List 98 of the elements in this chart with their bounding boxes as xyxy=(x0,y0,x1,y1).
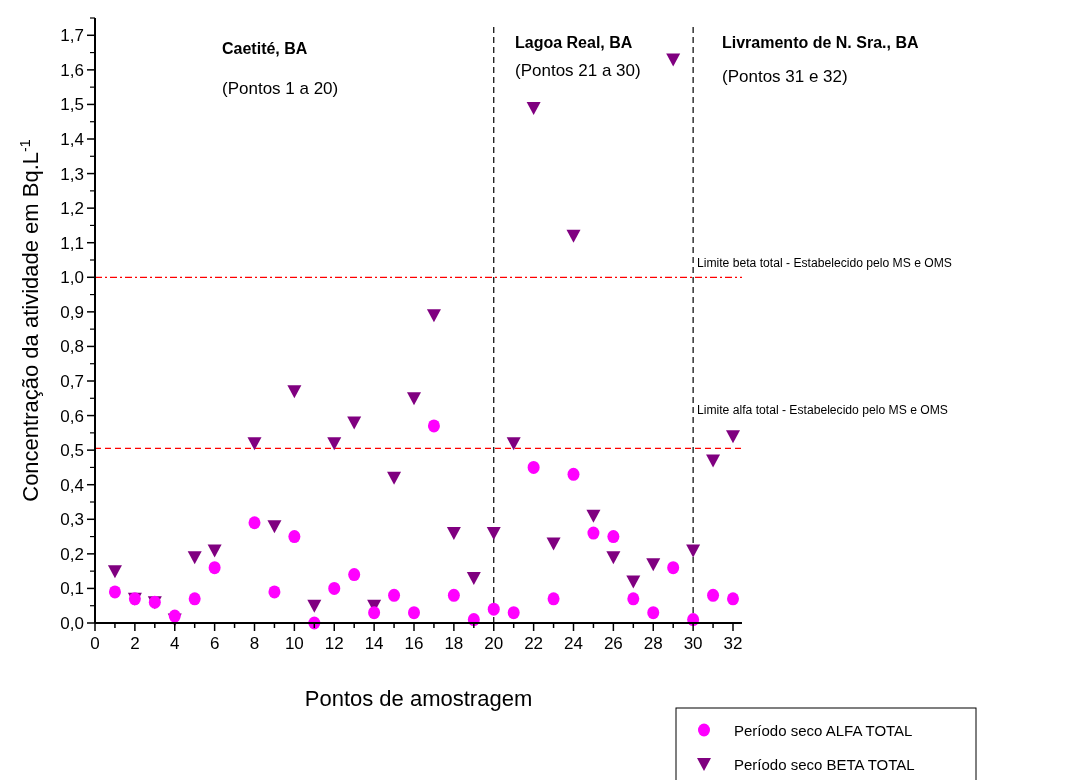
point xyxy=(268,585,281,599)
y-tick-label: 0,4 xyxy=(60,475,84,495)
point xyxy=(387,471,402,485)
y-tick-label: 0,5 xyxy=(60,441,84,461)
point xyxy=(627,592,640,606)
x-tick-label: 2 xyxy=(130,634,140,653)
point xyxy=(426,309,441,323)
x-tick-label: 26 xyxy=(603,634,623,653)
point xyxy=(348,568,361,582)
point xyxy=(288,530,301,544)
point xyxy=(567,467,580,481)
point xyxy=(586,509,601,523)
y-tick-label: 1,7 xyxy=(60,26,84,46)
point xyxy=(427,419,440,433)
point xyxy=(706,454,721,468)
x-tick-label: 18 xyxy=(444,634,464,653)
point xyxy=(666,53,681,67)
y-tick-label: 0,0 xyxy=(60,614,84,633)
x-tick-label: 10 xyxy=(284,634,304,653)
point xyxy=(248,516,261,530)
y-tick-label: 1,2 xyxy=(60,199,84,219)
ref-line-label: Limite beta total - Estabelecido pelo MS e OMS xyxy=(696,254,952,271)
annotation: (Pontos 1 a 20) xyxy=(222,79,339,98)
x-tick-label: 12 xyxy=(324,634,344,653)
point xyxy=(607,530,620,544)
y-tick-label: 1,1 xyxy=(60,233,84,253)
point xyxy=(408,606,420,620)
point xyxy=(207,544,222,558)
point xyxy=(647,606,660,620)
x-tick-label: 28 xyxy=(643,634,663,653)
y-tick-label: 0,6 xyxy=(60,406,84,426)
y-tick-label: 0,2 xyxy=(60,544,84,564)
y-tick-label: 1,4 xyxy=(60,130,84,149)
point xyxy=(546,537,561,551)
point xyxy=(686,544,701,558)
point xyxy=(526,101,541,115)
x-tick-label: 20 xyxy=(484,634,504,653)
point xyxy=(507,606,520,620)
point xyxy=(646,558,661,572)
point xyxy=(486,527,501,541)
y-tick-label: 1,5 xyxy=(60,95,84,115)
annotation: Livramento de N. Sra., BA xyxy=(722,34,919,51)
y-tick-label: 0,8 xyxy=(60,337,84,357)
point xyxy=(287,385,302,399)
point xyxy=(487,602,500,616)
annotation: Lagoa Real, BA xyxy=(515,34,633,51)
x-tick-label: 16 xyxy=(404,634,424,653)
point xyxy=(606,551,621,565)
point xyxy=(727,592,739,606)
point xyxy=(407,392,421,406)
annotation: Caetité, BA xyxy=(222,40,308,57)
point xyxy=(446,527,461,541)
point xyxy=(108,585,121,599)
point xyxy=(347,416,362,430)
point xyxy=(247,437,262,451)
point xyxy=(506,437,521,451)
point xyxy=(188,592,201,606)
annotation: (Pontos 31 e 32) xyxy=(722,67,848,86)
point xyxy=(466,572,481,586)
y-tick-label: 0,1 xyxy=(60,579,84,599)
point xyxy=(626,575,641,589)
y-tick-label: 0,7 xyxy=(60,372,84,391)
x-tick-label: 6 xyxy=(209,634,220,653)
point xyxy=(388,588,401,602)
x-tick-label: 8 xyxy=(249,634,260,653)
ref-line-label: Limite alfa total - Estabelecido pelo MS e OMS xyxy=(696,401,948,418)
x-tick-label: 32 xyxy=(723,634,743,653)
point xyxy=(667,561,680,575)
point xyxy=(187,551,202,565)
annotation: (Pontos 21 a 30) xyxy=(515,61,641,80)
y-tick-label: 0,9 xyxy=(60,302,84,322)
point xyxy=(328,581,341,595)
x-tick-label: 24 xyxy=(564,634,583,653)
x-tick-label: 22 xyxy=(524,634,544,653)
point xyxy=(327,437,342,451)
legend-label: Período seco BETA TOTAL xyxy=(734,756,915,773)
point xyxy=(566,229,581,243)
point xyxy=(267,520,282,534)
x-tick-label: 30 xyxy=(683,634,703,653)
point xyxy=(726,430,740,444)
x-axis-title: Pontos de amostragem xyxy=(304,686,533,711)
point xyxy=(587,526,600,540)
x-tick-label: 4 xyxy=(170,634,180,653)
x-tick-label: 14 xyxy=(364,634,384,653)
point xyxy=(107,565,122,579)
y-tick-label: 1,0 xyxy=(60,268,84,288)
point xyxy=(368,606,381,620)
y-tick-label: 1,6 xyxy=(60,60,84,80)
x-tick-label: 0 xyxy=(90,634,100,653)
point xyxy=(707,588,720,602)
point xyxy=(447,588,460,602)
y-tick-label: 1,3 xyxy=(60,164,84,184)
point xyxy=(547,592,560,606)
y-tick-label: 0,3 xyxy=(60,510,84,530)
legend-label: Período seco ALFA TOTAL xyxy=(734,722,913,739)
point xyxy=(527,460,540,474)
point xyxy=(208,561,221,575)
point xyxy=(307,599,322,613)
